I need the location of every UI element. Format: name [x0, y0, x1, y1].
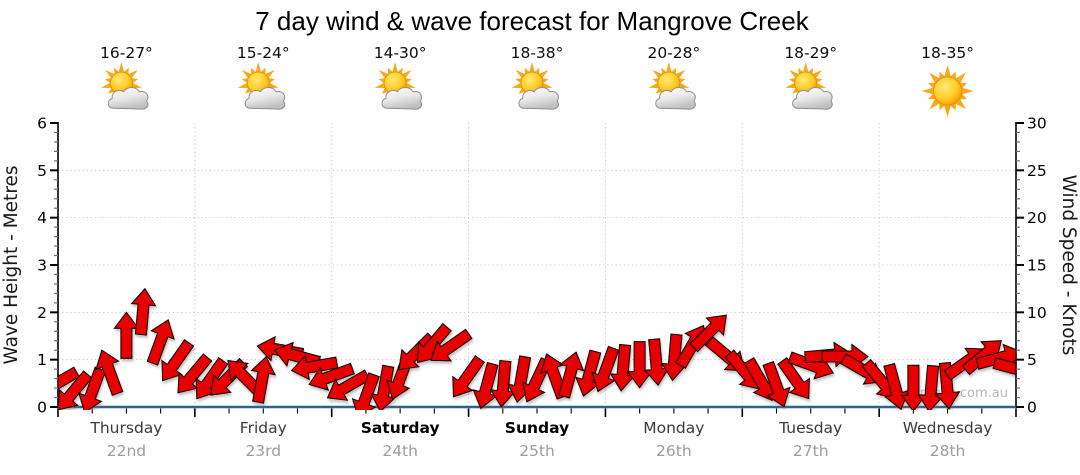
day-headers: 16-27° 15-24° 14-30° 18-38° 20-28° 18-29° 18-3…: [100, 44, 974, 117]
partly-cloudy-icon: [101, 62, 149, 110]
wind-arrow: [95, 349, 124, 397]
temperature-range-label: 16-27°: [100, 44, 153, 62]
day-name-label: Sunday: [505, 419, 569, 437]
wind-arrow: [762, 360, 791, 408]
partly-cloudy-icon: [648, 62, 696, 110]
temperature-range-label: 18-38°: [511, 44, 564, 62]
left-axis-title: Wave Height - Metres: [1, 165, 22, 364]
left-tick-label: 3: [37, 257, 47, 275]
day-column-friday: 15-24°: [237, 44, 290, 110]
right-tick-label: 15: [1027, 257, 1047, 275]
day-date-label: 26th: [656, 442, 692, 460]
right-tick-label: 10: [1027, 304, 1047, 322]
right-tick-label: 20: [1027, 209, 1047, 227]
cloud-shape: [655, 87, 696, 110]
day-column-thursday: 16-27°: [100, 44, 153, 110]
day-date-label: 28th: [930, 442, 966, 460]
left-tick-label: 4: [37, 209, 47, 227]
wind-arrow: [58, 370, 93, 410]
wind-arrow: [146, 319, 175, 366]
day-name-label: Wednesday: [903, 419, 993, 437]
left-tick-label: 1: [37, 351, 47, 369]
cloud-shape: [792, 87, 833, 110]
cloud-shape: [244, 87, 286, 110]
wind-arrow: [130, 287, 157, 336]
sun-rays: [921, 65, 974, 117]
temperature-range-label: 18-29°: [784, 44, 837, 62]
cloud-shape: [518, 87, 559, 110]
wind-arrow-series: [58, 287, 1016, 410]
temperature-range-label: 15-24°: [237, 44, 290, 62]
day-column-saturday: 14-30°: [374, 44, 427, 110]
day-labels: Thursday 22nd Friday 23rd Saturday 24th Sunday…: [89, 419, 992, 460]
day-date-label: 22nd: [107, 442, 146, 460]
partly-cloudy-icon: [237, 62, 286, 110]
day-date-label: 25th: [519, 442, 555, 460]
day-name-label: Tuesday: [778, 419, 842, 437]
right-axis-title: Wind Speed - Knots: [1058, 175, 1079, 356]
left-tick-label: 2: [37, 304, 47, 322]
right-tick-label: 5: [1027, 351, 1037, 369]
wind-arrow: [308, 362, 356, 392]
wind-arrow: [992, 357, 1016, 376]
chart-title: 7 day wind & wave forecast for Mangrove …: [255, 6, 809, 36]
wind-arrow: [452, 355, 486, 398]
wind-arrow: [643, 338, 670, 387]
day-date-label: 23rd: [245, 442, 281, 460]
day-column-wednesday: 18-35°: [921, 44, 974, 117]
wind-arrow: [58, 366, 81, 390]
right-tick-label: 30: [1027, 115, 1047, 133]
day-date-label: 24th: [382, 442, 418, 460]
temperature-range-label: 20-28°: [647, 44, 700, 62]
wind-arrow: [250, 355, 277, 404]
day-date-label: 27th: [793, 442, 829, 460]
day-column-monday: 20-28°: [647, 44, 700, 110]
day-name-label: Saturday: [361, 419, 440, 437]
partly-cloudy-icon: [374, 62, 423, 110]
wind-arrow: [326, 369, 371, 401]
cloud-shape: [107, 87, 149, 110]
sun-disc: [933, 76, 962, 106]
day-name-label: Friday: [240, 419, 287, 437]
wind-arrow: [113, 311, 140, 359]
partly-cloudy-icon: [511, 62, 559, 110]
wind-arrow: [591, 345, 620, 393]
wind-arrow: [430, 328, 473, 362]
right-tick-label: 25: [1027, 162, 1047, 180]
axes: 0 1 2 3 4 5 6 0 5 10 15 20 25 30: [37, 115, 1047, 417]
day-name-label: Monday: [643, 419, 704, 437]
left-tick-label: 6: [37, 115, 47, 133]
right-tick-label: 0: [1027, 399, 1037, 417]
temperature-range-label: 18-35°: [921, 44, 974, 62]
day-column-tuesday: 18-29°: [784, 44, 837, 110]
wind-arrow: [290, 354, 339, 381]
wind-arrow: [934, 361, 961, 410]
wind-arrow: [558, 351, 585, 399]
temperature-range-label: 14-30°: [374, 44, 427, 62]
sunny-icon: [921, 65, 974, 117]
wind-arrow: [689, 314, 727, 353]
wind-arrow: [777, 357, 810, 400]
wind-arrow: [626, 341, 653, 389]
wind-arrow: [78, 366, 107, 410]
day-name-label: Thursday: [89, 419, 162, 437]
cloud-shape: [381, 87, 423, 110]
day-column-sunday: 18-38°: [511, 44, 564, 110]
left-tick-label: 0: [37, 399, 47, 417]
left-tick-label: 5: [37, 162, 47, 180]
partly-cloudy-icon: [785, 62, 833, 110]
wind-arrow: [351, 372, 381, 410]
